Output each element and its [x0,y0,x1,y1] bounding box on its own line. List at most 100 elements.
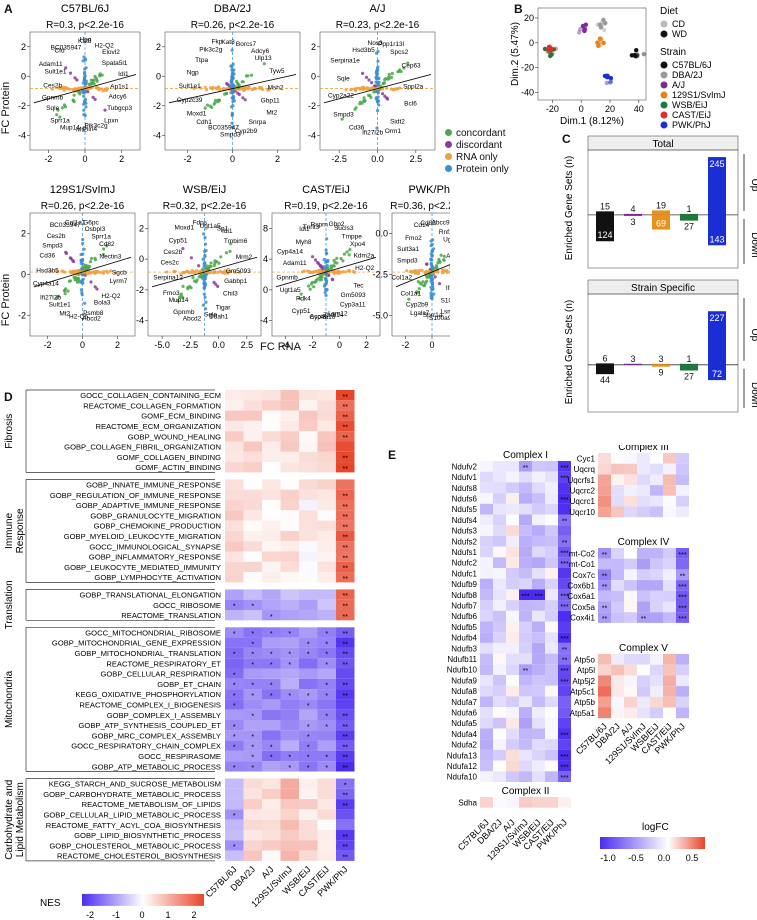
pathway-label: GOBP_REGULATION_OF_IMMUNE_RESPONSE [50,491,221,500]
gene-point [260,87,265,92]
y-tick-label: -4 [308,130,316,140]
logfc-cell [558,797,571,808]
gene-point [83,273,87,277]
y-tick-label: -2 [308,101,316,111]
legend-label: Protein only [456,164,509,175]
logfc-cell [558,739,571,750]
gene-label: Tigar [216,305,231,312]
logfc-cell [624,686,637,697]
gene-label: Cd14 [414,222,430,229]
gene-point [375,73,379,77]
nes-cell [336,720,355,731]
nes-cell [262,850,281,861]
y-tick-label: -2 [18,101,26,111]
nes-cell [317,390,336,401]
logfc-cell [480,493,493,504]
nes-legend-title: NES [40,898,61,909]
sample-point [553,46,559,51]
significance-mark: *** [678,584,686,591]
logfc-cell [545,797,558,808]
gene-label: Ngp [187,70,199,77]
gene-label: Zbtb14 [323,312,344,319]
nes-cell [243,589,262,600]
bar-up [708,157,726,215]
logfc-cell [650,453,663,464]
significance-mark: * [251,744,254,751]
regression-line [33,256,132,288]
logfc-cell [558,471,571,483]
logfc-cell [598,612,611,623]
gene-row-label: Ndufs4 [452,516,478,525]
significance-mark: *** [560,775,568,782]
nes-cell [299,778,318,789]
nes-cell [336,489,355,500]
gene-point [262,62,266,66]
logfc-cell [519,557,532,568]
gene-point [357,86,361,90]
strain-swatch [660,71,668,79]
nes-cell [317,489,336,500]
gene-row-label: mt-Co1 [569,560,596,569]
strain-label: CAST/EiJ [672,110,711,120]
gene-point [325,252,329,256]
gene-point [246,87,250,91]
panel-a-legend: concordant discordant RNA only Protein o… [445,128,509,176]
pathway-label: GOBP_LIPID_BIOSYNTHETIC_PROCESS [74,831,221,840]
logfc-cell [545,493,558,504]
significance-mark: ** [343,714,349,721]
gene-label: Bcl6 [404,101,417,108]
pathway-label: GOBP_COLLAGEN_FIBRIL_ORGANIZATION [64,443,221,452]
scatter-plot: A/JR=0.23, p<2.2e-16Sppl2aBcl6Sidt2Orm1I… [308,3,436,164]
gene-point [425,279,429,283]
significance-mark: *** [560,765,568,772]
bar-up-label: 15 [600,201,610,211]
gene-label: Ap1s1 [110,83,129,90]
logfc-cell [506,514,519,526]
logfc-cell [558,461,571,472]
significance-mark: * [233,693,236,700]
protein-only-swatch [445,165,452,172]
logfc-cell [493,514,506,526]
gene-label: Mrm2 [236,254,253,261]
nes-legend-tick: -2 [86,910,94,920]
gene-label: Mt2 [266,109,277,116]
legend-item-protein-only: Protein only [445,164,509,176]
gene-label: Ugt1a10 [443,237,450,244]
gene-label: Spata5l1 [102,60,128,67]
logfc-cell [558,525,571,536]
gene-point [60,106,64,110]
pathway-label: GOBP_LEUKOCYTE_MEDIATED_IMMUNITY [64,563,221,572]
strain-swatch [660,111,668,119]
gene-label: Idi1 [118,71,129,78]
logfc-cell [480,514,493,526]
gene-point [392,87,396,91]
gene-point [226,271,230,275]
nes-cell [225,510,244,521]
pathway-label: GOBP_ADAPTIVE_IMMUNE_RESPONSE [76,501,221,510]
y-tick-label: -4 [18,130,26,140]
significance-mark: *** [678,552,686,559]
nes-group: Carbohydrate and Lipid Metabolism KEGG_STA… [4,778,355,861]
gene-point [440,271,445,275]
logfc-cell [506,675,519,686]
logfc-cell [637,612,650,623]
nes-cell [317,431,336,442]
gene-point [89,256,94,261]
gene-label: Adcy6 [251,48,269,55]
nes-cell [299,599,318,610]
logfc-cell [532,610,545,622]
gene-point [81,277,85,281]
gene-label: Tyw5 [269,68,285,75]
logfc-cell [598,485,611,496]
significance-mark: * [307,693,310,700]
nes-cell [317,500,336,511]
strain-swatch [660,81,668,89]
gene-row-label: Uqcrc2 [570,487,596,496]
gene-label: Cdh1 [196,119,212,126]
logfc-cell [611,558,624,570]
bar-up-label: 1 [686,354,691,364]
sample-point [608,76,614,81]
gene-point [230,121,234,125]
